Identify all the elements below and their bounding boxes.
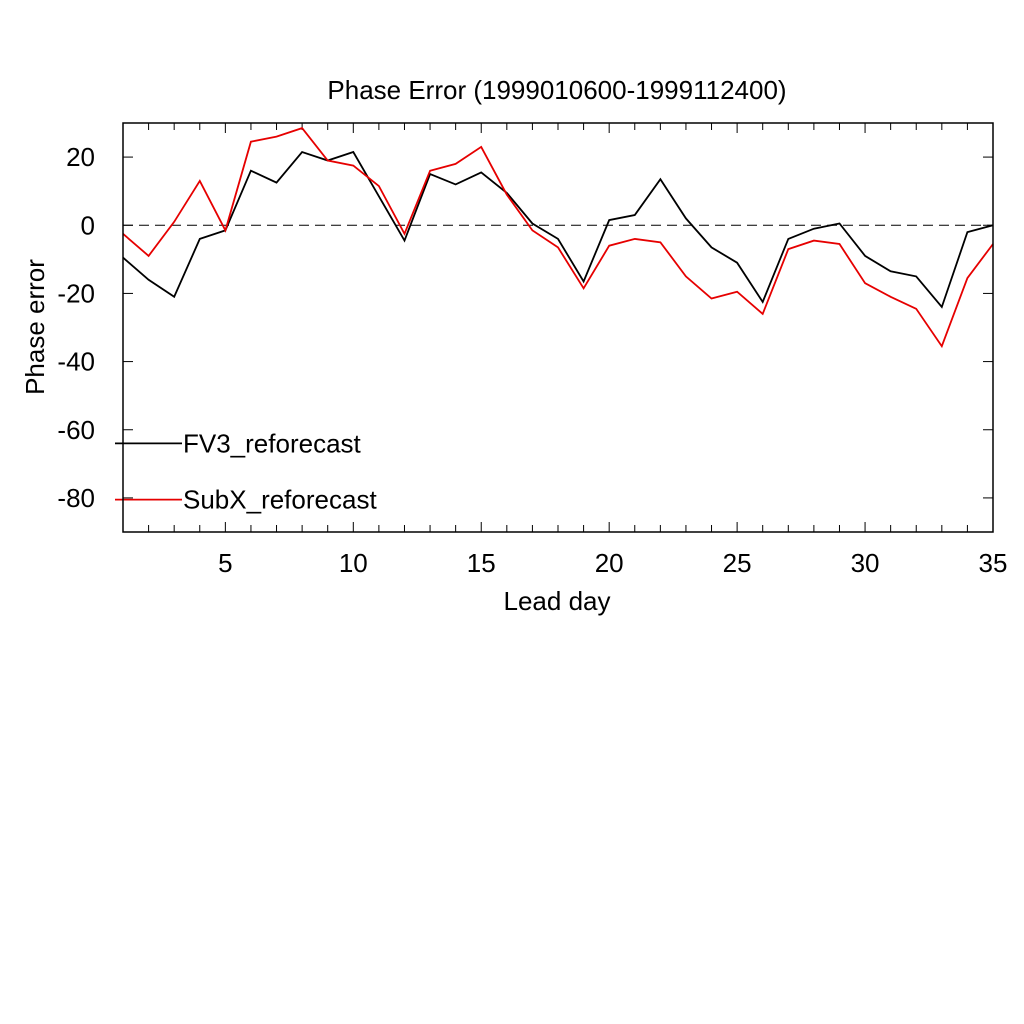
x-tick-label: 30: [851, 548, 880, 578]
chart-title: Phase Error (1999010600-1999112400): [327, 75, 786, 105]
tick-labels: 5 10 15 20 25 30 35 20 0 -20 -40 -60 -80: [57, 142, 1007, 578]
series-line-fv3-reforecast: [122, 150, 994, 309]
series-line-subx-reforecast: [122, 127, 994, 349]
legend-label: FV3_reforecast: [183, 428, 362, 458]
y-tick-label: -80: [57, 483, 95, 513]
x-tick-label: 35: [979, 548, 1008, 578]
y-tick-label: 0: [81, 210, 95, 240]
x-tick-label: 10: [339, 548, 368, 578]
series-lines: [122, 127, 994, 349]
x-tick-label: 5: [218, 548, 232, 578]
x-tick-label: 25: [723, 548, 752, 578]
x-tick-label: 20: [595, 548, 624, 578]
legend: FV3_reforecast SubX_reforecast: [115, 428, 377, 515]
y-tick-label: -20: [57, 278, 95, 308]
y-tick-label: -40: [57, 347, 95, 377]
tick-marks: [122, 123, 994, 532]
y-axis-label: Phase error: [20, 259, 50, 395]
legend-label: SubX_reforecast: [183, 485, 377, 515]
x-tick-label: 15: [467, 548, 496, 578]
y-tick-label: -60: [57, 415, 95, 445]
y-tick-label: 20: [66, 142, 95, 172]
x-axis-label: Lead day: [504, 586, 611, 616]
plot-frame: [122, 122, 994, 533]
